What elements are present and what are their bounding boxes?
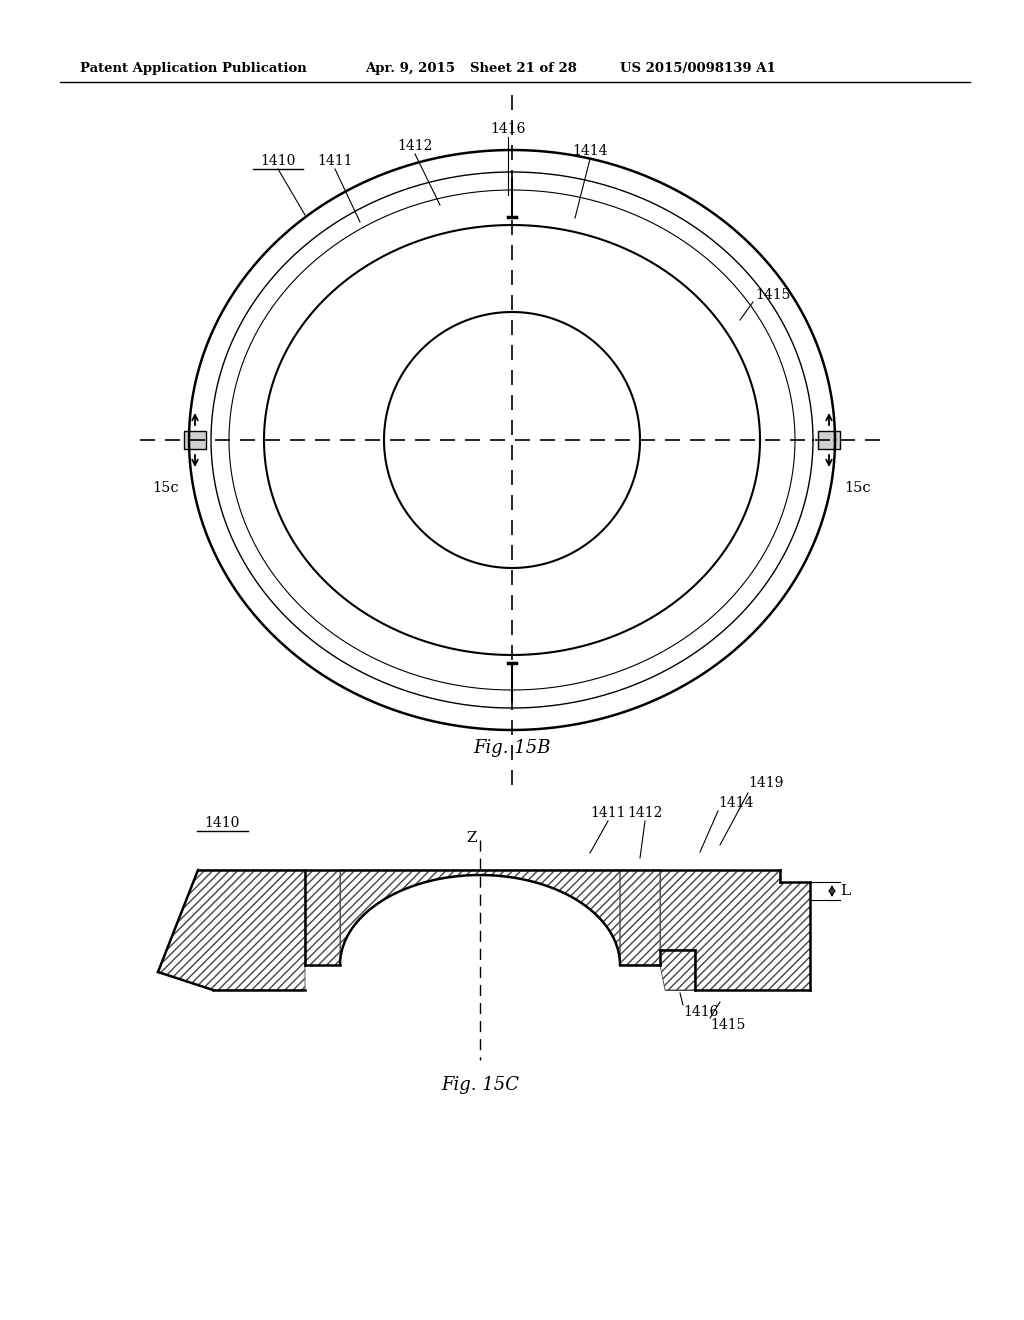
Text: 1411: 1411 xyxy=(317,154,352,168)
Text: 1414: 1414 xyxy=(572,144,608,158)
Text: 1415: 1415 xyxy=(755,288,791,302)
Text: 1415: 1415 xyxy=(710,1018,745,1032)
Text: 1416: 1416 xyxy=(490,121,525,136)
Bar xyxy=(184,432,206,449)
Text: Fig. 15C: Fig. 15C xyxy=(441,1076,519,1094)
Text: 1416: 1416 xyxy=(683,1005,719,1019)
Text: 1412: 1412 xyxy=(628,807,663,820)
Bar xyxy=(818,432,840,449)
Text: US 2015/0098139 A1: US 2015/0098139 A1 xyxy=(620,62,776,75)
Text: Fig. 15B: Fig. 15B xyxy=(473,739,551,756)
Text: 15c: 15c xyxy=(845,480,871,495)
Text: L: L xyxy=(840,884,850,898)
Text: 1411: 1411 xyxy=(590,807,626,820)
Text: 1419: 1419 xyxy=(748,776,783,789)
Text: Sheet 21 of 28: Sheet 21 of 28 xyxy=(470,62,577,75)
Text: Apr. 9, 2015: Apr. 9, 2015 xyxy=(365,62,455,75)
Text: 1414: 1414 xyxy=(718,796,754,810)
Text: 15c: 15c xyxy=(153,480,179,495)
Text: Z: Z xyxy=(467,832,477,845)
Text: Patent Application Publication: Patent Application Publication xyxy=(80,62,307,75)
Text: 1412: 1412 xyxy=(397,139,433,153)
Text: 1410: 1410 xyxy=(260,154,296,168)
Text: 1410: 1410 xyxy=(205,816,240,830)
